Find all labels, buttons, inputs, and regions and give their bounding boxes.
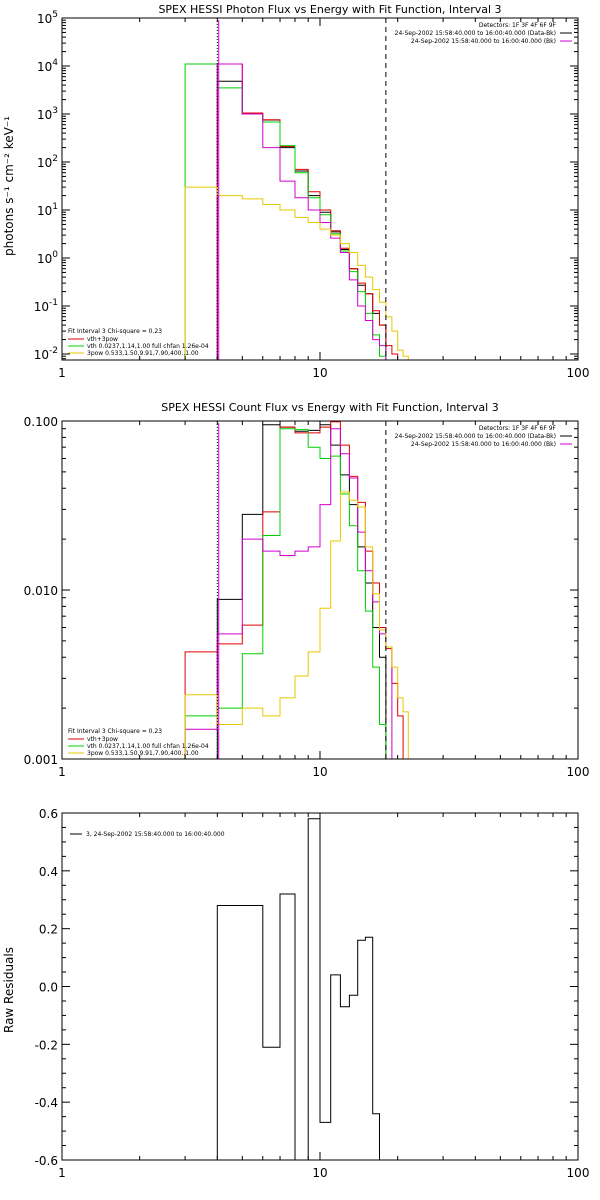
count-flux-detectors: Detectors: 1F 3F 4F 6F 9F (479, 425, 557, 432)
residuals-legend: 3, 24-Sep-2002 15:58:40.000 to 16:00:40.… (70, 831, 225, 838)
photon-flux-ytick-label: 100 (37, 250, 58, 266)
residuals-ytick-labels: 0.6 0.4 0.2 0.0 -0.2 -0.4 -0.6 (35, 807, 58, 1168)
count-flux-data-interval: 24-Sep-2002 15:58:40.000 to 16:00:40.000… (395, 433, 556, 440)
photon-flux-ytick-label: 104 (37, 58, 58, 74)
residuals-ytick-label: -0.2 (35, 1038, 58, 1052)
count-flux-fit-item: 3pow 0.533,1.50,9.91,7.90,400.,1.00 (87, 750, 199, 757)
residuals-series-0 (216, 818, 392, 1161)
photon-flux-series-0 (216, 80, 387, 360)
residuals-plot-frame (61, 812, 579, 1161)
count-flux-ytick-label: 0.001 (24, 753, 58, 767)
residuals-panel: Raw Residuals 0.6 0.4 0.2 0.0 -0.2 -0.4 -0.6 1… (2, 807, 589, 1180)
photon-flux-plot-frame (61, 17, 579, 361)
photon-flux-ytick-label: 10-1 (34, 298, 58, 314)
count-flux-fit-header: Fit Interval 3 Chi-square = 0.23 (68, 728, 162, 735)
photon-flux-fit-item: vth 0.0237,1.14,1.00 full chfan 1.26e-04 (87, 343, 209, 350)
photon-flux-ytick-label: 101 (37, 202, 58, 218)
photon-flux-ytick-label: 102 (37, 154, 58, 170)
photon-flux-series-2 (184, 63, 392, 361)
photon-flux-fit-item: vth+3pow (87, 336, 118, 343)
residuals-xtick-label: 100 (567, 1166, 590, 1180)
photon-flux-fit-legend: Fit Interval 3 Chi-square = 0.23 vth+3po… (68, 328, 209, 357)
residuals-ytick-label: 0.2 (39, 923, 58, 937)
photon-flux-ytick-label: 105 (37, 10, 58, 26)
residuals-ylabel: Raw Residuals (2, 947, 16, 1033)
count-flux-fit-item: vth+3pow (87, 736, 118, 743)
photon-flux-xtick-label: 1 (58, 366, 66, 380)
residuals-ytick-label: 0.6 (39, 807, 58, 821)
residuals-ytick-label: 0.0 (39, 981, 58, 995)
photon-flux-xtick-label: 10 (312, 366, 327, 380)
count-flux-xtick-labels: 1 10 100 (58, 765, 589, 779)
count-flux-fit-item: vth 0.0237,1.14,1.00 full chfan 1.26e-04 (87, 743, 209, 750)
photon-flux-ytick-labels: 10-2 10-1 100 101 102 103 104 105 (34, 10, 59, 362)
residuals-xtick-label: 10 (312, 1166, 327, 1180)
count-flux-fit-legend: Fit Interval 3 Chi-square = 0.23 vth+3po… (68, 728, 209, 757)
photon-flux-panel: SPEX HESSI Photon Flux vs Energy with Fi… (2, 3, 589, 380)
photon-flux-fit-header: Fit Interval 3 Chi-square = 0.23 (68, 328, 162, 335)
photon-flux-detectors: Detectors: 1F 3F 4F 6F 9F (479, 22, 557, 29)
count-flux-series (184, 421, 409, 760)
count-flux-plot-frame (61, 420, 579, 760)
count-flux-info-box: Detectors: 1F 3F 4F 6F 9F 24-Sep-2002 15… (395, 425, 572, 448)
photon-flux-bk-interval: 24-Sep-2002 15:58:40.000 to 16:00:40.000… (411, 38, 556, 45)
photon-flux-ytick-label: 103 (37, 106, 58, 122)
count-flux-axes-ticks (61, 420, 578, 760)
count-flux-series-4 (184, 491, 409, 759)
count-flux-ytick-labels: 0.001 0.010 0.100 (24, 415, 58, 767)
photon-flux-fit-item: 3pow 0.533,1.50,9.91,7.90,400.,1.00 (87, 350, 199, 357)
residuals-series (216, 818, 392, 1161)
residuals-ytick-label: 0.4 (39, 865, 58, 879)
residuals-xtick-labels: 1 10 100 (58, 1166, 589, 1180)
count-flux-bk-interval: 24-Sep-2002 15:58:40.000 to 16:00:40.000… (411, 441, 556, 448)
photon-flux-range-markers (216, 18, 387, 360)
photon-flux-series-3 (216, 63, 387, 360)
count-flux-xtick-label: 1 (58, 765, 66, 779)
count-flux-range-markers (216, 421, 387, 759)
photon-flux-series-1 (216, 63, 404, 361)
photon-flux-series-4 (184, 186, 409, 360)
photon-flux-title: SPEX HESSI Photon Flux vs Energy with Fi… (158, 3, 501, 16)
photon-flux-xtick-label: 100 (567, 366, 590, 380)
residuals-legend-text: 3, 24-Sep-2002 15:58:40.000 to 16:00:40.… (86, 831, 225, 838)
residuals-axes-ticks (61, 812, 578, 1161)
count-flux-title: SPEX HESSI Count Flux vs Energy with Fit… (161, 401, 498, 414)
photon-flux-info-box: Detectors: 1F 3F 4F 6F 9F 24-Sep-2002 15… (395, 22, 572, 45)
residuals-ytick-label: -0.4 (35, 1096, 58, 1110)
photon-flux-ylabel: photons s⁻¹ cm⁻² keV⁻¹ (2, 116, 16, 256)
residuals-xtick-label: 1 (58, 1166, 66, 1180)
count-flux-series-3 (184, 428, 393, 759)
photon-flux-data-interval: 24-Sep-2002 15:58:40.000 to 16:00:40.000… (395, 30, 556, 37)
photon-flux-ytick-label: 10-2 (34, 346, 58, 362)
photon-flux-xtick-labels: 1 10 100 (58, 366, 589, 380)
photon-flux-series (184, 63, 409, 361)
photon-flux-axes-ticks (61, 17, 578, 360)
count-flux-xtick-label: 100 (567, 765, 590, 779)
count-flux-ytick-label: 0.100 (24, 415, 58, 429)
count-flux-series-2 (184, 428, 392, 760)
count-flux-ytick-label: 0.010 (24, 584, 58, 598)
residuals-ytick-label: -0.6 (35, 1154, 58, 1168)
count-flux-panel: SPEX HESSI Count Flux vs Energy with Fit… (24, 401, 590, 779)
count-flux-xtick-label: 10 (312, 765, 327, 779)
